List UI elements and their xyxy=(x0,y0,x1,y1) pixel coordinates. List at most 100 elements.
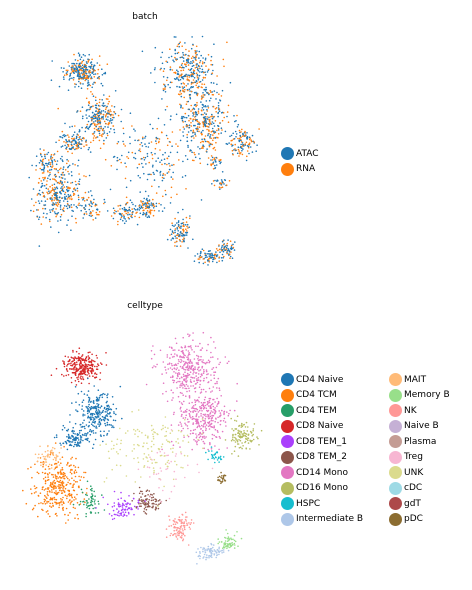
celltype-point xyxy=(45,496,47,498)
celltype-point xyxy=(193,410,195,412)
batch-point xyxy=(171,145,173,147)
batch-point xyxy=(54,160,57,163)
celltype-cluster-0 xyxy=(50,347,108,386)
celltype-point xyxy=(87,432,89,434)
batch-point xyxy=(189,97,192,100)
batch-point xyxy=(38,189,41,192)
celltype-point xyxy=(196,354,198,357)
batch-point xyxy=(53,190,56,192)
batch-point xyxy=(216,136,218,139)
batch-point xyxy=(101,99,103,101)
batch-point xyxy=(122,219,124,222)
celltype-point xyxy=(156,461,158,464)
batch-point xyxy=(185,84,188,87)
batch-point xyxy=(149,213,152,215)
celltype-title: celltype xyxy=(127,301,163,311)
batch-point xyxy=(62,168,64,170)
batch-point xyxy=(240,131,242,133)
batch-point xyxy=(210,97,212,100)
batch-point xyxy=(49,169,51,171)
celltype-point xyxy=(234,441,237,443)
celltype-point xyxy=(186,369,189,371)
batch-point xyxy=(206,116,208,118)
celltype-point xyxy=(211,550,214,553)
batch-cluster-15 xyxy=(96,117,224,191)
celltype-point xyxy=(48,456,51,458)
celltype-point xyxy=(85,493,87,496)
batch-point xyxy=(220,161,222,163)
celltype-point xyxy=(69,499,71,501)
batch-point xyxy=(199,80,202,83)
celltype-point xyxy=(91,500,93,503)
celltype-point xyxy=(78,442,81,444)
celltype-point xyxy=(97,363,99,365)
batch-point xyxy=(235,133,238,135)
batch-point xyxy=(112,207,115,210)
batch-point xyxy=(109,113,112,116)
celltype-point xyxy=(61,428,64,431)
batch-point xyxy=(38,245,41,247)
celltype-point xyxy=(100,419,103,422)
celltype-point xyxy=(107,404,110,407)
celltype-point xyxy=(116,514,119,516)
batch-point xyxy=(70,66,73,69)
celltype-point xyxy=(171,347,173,349)
batch-point xyxy=(60,167,62,169)
celltype-point xyxy=(79,479,81,481)
celltype-point xyxy=(205,424,208,426)
batch-point xyxy=(226,242,229,245)
batch-point xyxy=(57,231,60,234)
celltype-point xyxy=(85,500,88,502)
batch-point xyxy=(106,63,109,65)
celltype-point xyxy=(147,447,149,450)
celltype-point xyxy=(92,421,95,423)
celltype-point xyxy=(92,498,94,500)
celltype-point xyxy=(188,335,190,338)
celltype-point xyxy=(170,376,172,379)
celltype-point xyxy=(91,504,94,507)
batch-point xyxy=(220,186,222,189)
batch-point xyxy=(179,240,181,242)
batch-point xyxy=(92,117,95,120)
batch-point xyxy=(58,176,61,178)
celltype-point xyxy=(111,396,114,398)
batch-point xyxy=(88,53,90,56)
celltype-point xyxy=(184,371,186,373)
batch-point xyxy=(78,78,80,81)
celltype-point xyxy=(95,354,98,357)
batch-point xyxy=(51,163,54,165)
celltype-point xyxy=(191,432,194,435)
celltype-point xyxy=(71,435,73,438)
batch-point xyxy=(97,73,99,75)
batch-point xyxy=(195,135,197,137)
celltype-point xyxy=(180,466,182,469)
celltype-point xyxy=(158,448,161,450)
celltype-point xyxy=(87,417,89,419)
celltype-point xyxy=(105,477,108,479)
celltype-point xyxy=(108,430,110,432)
celltype-point xyxy=(236,440,239,443)
celltype-point xyxy=(205,370,208,373)
celltype-point xyxy=(128,495,130,497)
batch-point xyxy=(151,185,153,188)
celltype-point xyxy=(177,380,179,383)
celltype-point xyxy=(220,395,222,397)
batch-point xyxy=(210,59,212,62)
batch-point xyxy=(71,69,74,71)
batch-point xyxy=(163,158,166,160)
batch-point xyxy=(206,148,208,150)
batch-point xyxy=(66,181,69,183)
batch-point xyxy=(54,193,56,196)
celltype-point xyxy=(180,423,182,425)
batch-point xyxy=(55,215,57,218)
celltype-point xyxy=(203,547,206,550)
batch-point xyxy=(177,145,179,147)
batch-point xyxy=(212,116,215,118)
celltype-point xyxy=(88,357,91,360)
celltype-point xyxy=(81,401,84,403)
celltype-point xyxy=(58,489,61,492)
celltype-point xyxy=(196,420,198,423)
celltype-point xyxy=(80,362,82,364)
batch-point xyxy=(92,139,95,142)
batch-point xyxy=(221,240,224,243)
